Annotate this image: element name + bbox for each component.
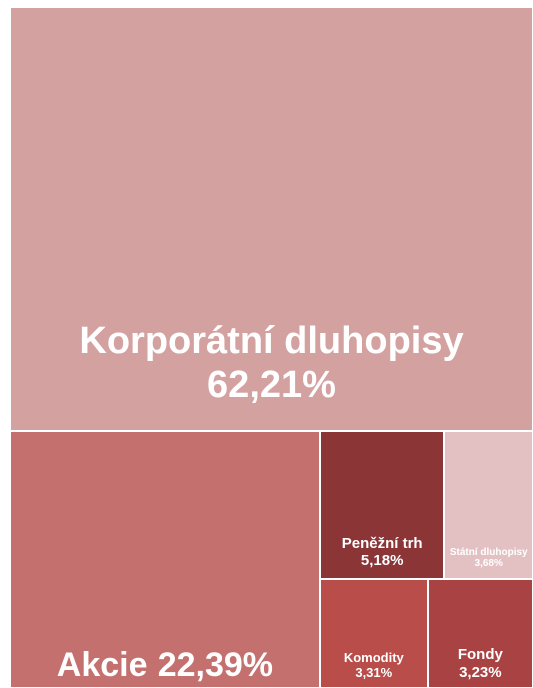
category-label: Komodity bbox=[343, 650, 404, 666]
category-label: Akcie bbox=[56, 645, 148, 684]
value-label: 3,68% bbox=[474, 558, 503, 570]
tile-label: Komodity 3,31% bbox=[343, 650, 404, 681]
tile: Korporátní dluhopisy 62,21% bbox=[11, 8, 532, 430]
value-label: 62,21% bbox=[207, 363, 336, 406]
tile-label: Peněžní trh 5,18% bbox=[342, 535, 423, 570]
category-label: Státní dluhopisy bbox=[449, 546, 528, 558]
tile: Státní dluhopisy 3,68% bbox=[445, 431, 532, 578]
value-label: 3,31% bbox=[355, 665, 393, 681]
value-label: 3,23% bbox=[459, 663, 502, 681]
tile-label: Fondy 3,23% bbox=[458, 646, 503, 681]
category-label: Fondy bbox=[457, 646, 503, 664]
value-label: 22,39% bbox=[157, 645, 274, 684]
value-label: 5,18% bbox=[360, 552, 404, 570]
tile-label: Akcie 22,39% bbox=[57, 646, 273, 685]
category-label: Korporátní dluhopisy bbox=[79, 320, 464, 363]
tile: Akcie 22,39% bbox=[11, 431, 319, 687]
tile: Fondy 3,23% bbox=[428, 579, 532, 687]
tile: Komodity 3,31% bbox=[320, 579, 427, 687]
tile: Peněžní trh 5,18% bbox=[320, 431, 444, 578]
tile-label: Státní dluhopisy 3,68% bbox=[450, 547, 528, 570]
tile-label: Korporátní dluhopisy 62,21% bbox=[79, 320, 463, 407]
category-label: Peněžní trh bbox=[341, 535, 423, 553]
